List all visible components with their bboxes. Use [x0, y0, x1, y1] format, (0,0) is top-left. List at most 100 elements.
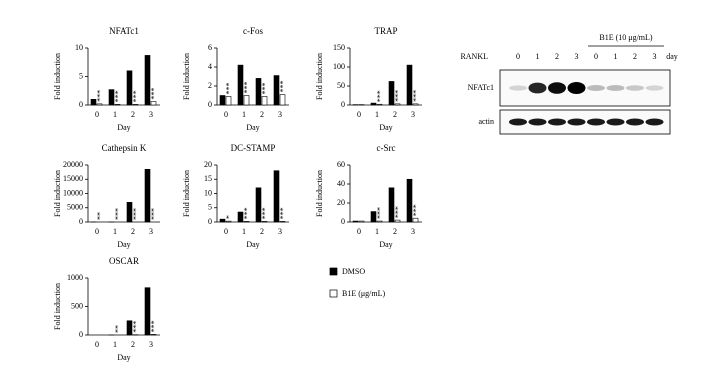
blot-band: [606, 118, 625, 126]
x-tick-label: 3: [149, 227, 153, 236]
significance-mark: *: [224, 215, 233, 219]
y-axis-label: Fold induction: [182, 53, 191, 100]
y-tick-label: 15000: [63, 174, 83, 183]
chart-title: TRAP: [374, 26, 397, 36]
bar: [243, 95, 250, 106]
x-tick-label: 0: [95, 227, 99, 236]
y-tick-label: 1000: [67, 273, 83, 282]
x-tick-label: 1: [375, 227, 379, 236]
y-tick-label: 20: [204, 160, 212, 169]
x-axis-label: Day: [246, 240, 259, 249]
x-axis-label: Day: [379, 123, 392, 132]
significance-mark: ***: [393, 90, 402, 102]
y-tick-label: 500: [71, 301, 83, 310]
blot-band: [509, 118, 527, 126]
bar: [273, 170, 280, 223]
bar: [90, 99, 97, 106]
x-axis-label: Day: [117, 240, 130, 249]
blot-band: [645, 118, 664, 126]
x-tick-label: 1: [242, 110, 246, 119]
x-tick-label: 1: [113, 110, 117, 119]
bar: [243, 221, 250, 223]
x-tick-label: 2: [393, 227, 397, 236]
y-tick-label: 20: [337, 198, 345, 207]
y-tick-label: 15: [204, 174, 212, 183]
significance-mark: ***: [224, 82, 233, 94]
significance-mark: ***: [375, 90, 384, 102]
bar: [370, 102, 377, 106]
bar: [358, 220, 365, 223]
significance-mark: ***: [149, 88, 158, 100]
blot-row-label: actin: [478, 117, 494, 126]
blot-band: [645, 85, 664, 91]
bar: [273, 75, 280, 106]
y-tick-label: 10: [75, 43, 83, 52]
bar: [394, 103, 401, 106]
lane-label: 3: [575, 52, 579, 61]
bar: [261, 96, 268, 106]
y-tick-label: 0: [79, 330, 83, 339]
chart-title: Cathepsin K: [102, 143, 147, 153]
y-tick-label: 5000: [67, 203, 83, 212]
y-tick-label: 5: [79, 71, 83, 80]
significance-mark: ***: [113, 90, 122, 102]
bar: [144, 287, 151, 336]
y-tick-label: 10: [204, 188, 212, 197]
significance-mark: ***: [242, 82, 251, 94]
lane-label: 1: [536, 52, 540, 61]
y-axis-label: Fold induction: [315, 53, 324, 100]
x-tick-label: 0: [357, 110, 361, 119]
x-tick-label: 3: [149, 340, 153, 349]
blot-band: [626, 118, 644, 126]
y-tick-label: 0: [79, 100, 83, 109]
x-tick-label: 0: [95, 340, 99, 349]
x-axis-label: Day: [117, 123, 130, 132]
lane-label: 2: [555, 52, 559, 61]
x-axis-label: Day: [379, 240, 392, 249]
significance-mark: **: [113, 325, 122, 333]
bar: [388, 81, 395, 106]
bar: [108, 89, 115, 106]
bar: [406, 64, 413, 106]
lane-label: 2: [633, 52, 637, 61]
chart-title: OSCAR: [109, 256, 139, 266]
lane-label: 3: [653, 52, 657, 61]
bar: [150, 334, 157, 336]
bar: [126, 202, 133, 223]
y-tick-label: 150: [333, 43, 345, 52]
significance-mark: ***: [393, 206, 402, 218]
x-tick-label: 3: [278, 110, 282, 119]
legend-label: B1E (μg/mL): [342, 289, 386, 298]
blot-band: [548, 118, 566, 126]
blot-band: [626, 85, 644, 91]
significance-mark: ***: [375, 207, 384, 219]
x-tick-label: 1: [242, 227, 246, 236]
blot-band: [548, 82, 566, 94]
lane-label: 1: [614, 52, 618, 61]
y-tick-label: 0: [208, 100, 212, 109]
significance-mark: ***: [149, 320, 158, 332]
bar: [388, 187, 395, 223]
bar: [406, 178, 413, 223]
y-tick-label: 2: [208, 81, 212, 90]
lane-label: 0: [516, 52, 520, 61]
bar: [261, 221, 268, 223]
bar: [96, 103, 103, 106]
bar: [144, 168, 151, 223]
blot-band: [606, 85, 625, 91]
x-tick-label: 2: [131, 340, 135, 349]
x-tick-label: 1: [113, 340, 117, 349]
blot-band: [528, 82, 547, 94]
y-tick-label: 40: [337, 179, 345, 188]
x-tick-label: 1: [113, 227, 117, 236]
bar: [376, 103, 383, 106]
significance-mark: ***: [131, 90, 140, 102]
x-tick-label: 3: [411, 110, 415, 119]
chart-title: DC-STAMP: [231, 143, 276, 153]
bar: [394, 219, 401, 223]
blot-band: [587, 118, 605, 126]
bar: [279, 221, 286, 223]
x-tick-label: 0: [224, 227, 228, 236]
y-axis-label: Fold induction: [315, 170, 324, 217]
